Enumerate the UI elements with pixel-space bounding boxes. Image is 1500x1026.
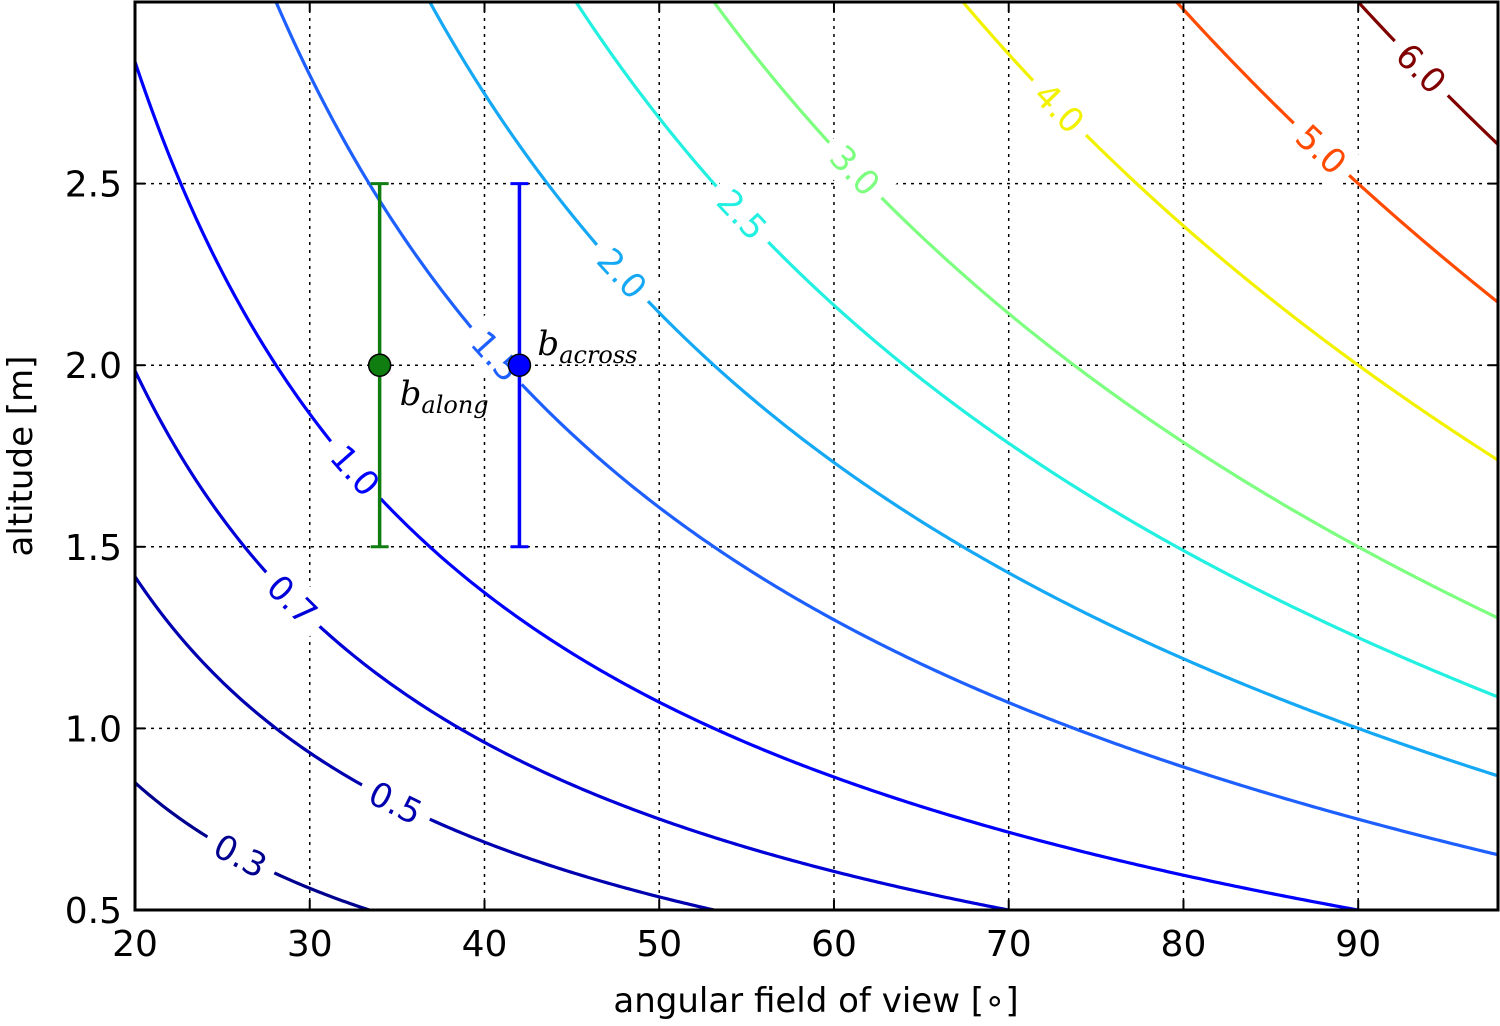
- contour-line-2.0: [427, 2, 1498, 778]
- x-tick-label: 80: [1161, 924, 1207, 965]
- contour-line-0.3: [135, 781, 375, 910]
- x-tick-label: 30: [287, 924, 333, 965]
- contour-labels: 0.30.50.71.01.52.02.53.04.05.06.0: [196, 25, 1464, 894]
- contour-line-5.0: [1174, 2, 1498, 304]
- x-tick-label: 50: [636, 924, 682, 965]
- contour-label-gap: [699, 171, 785, 258]
- x-tick-label: 40: [462, 924, 508, 965]
- contour-label-gap: [249, 557, 335, 643]
- x-tick-label: 60: [811, 924, 857, 965]
- contour-label-gap: [196, 818, 285, 894]
- contour-label-gap: [812, 127, 898, 214]
- point-label-main: b: [537, 324, 559, 364]
- y-axis-label: altitude [m]: [1, 356, 41, 557]
- contour-line-0.7: [135, 369, 1017, 910]
- axis-ticks: 20 30 40 50 60 70 80 90 0.5 1.0 1.5 2.0 2.5: [65, 2, 1498, 965]
- point-label-b_across: bacross: [537, 324, 637, 369]
- contour-label-gap: [1378, 25, 1464, 111]
- contour-label-gap: [1016, 65, 1102, 151]
- plot-frame: [133, 0, 1500, 912]
- contour-line-1.5: [274, 2, 1498, 857]
- contour-label-gap: [313, 427, 397, 514]
- contour-label-gap: [351, 766, 440, 840]
- contour-line-4.0: [960, 2, 1498, 462]
- contour-line-2.5: [574, 2, 1498, 699]
- y-tick-label: 2.5: [65, 165, 122, 206]
- y-tick-label: 1.0: [65, 709, 122, 750]
- y-tick-label: 0.5: [65, 891, 122, 932]
- x-tick-label: 70: [986, 924, 1032, 965]
- contour-label-gap: [454, 313, 538, 400]
- contour-label-gap: [1278, 107, 1365, 192]
- data-point-b_along: [367, 353, 392, 377]
- contour-label-gap: [580, 230, 664, 317]
- point-label-sub: across: [559, 341, 637, 369]
- contour-line-3.0: [711, 2, 1498, 620]
- point-label-main: b: [400, 374, 422, 414]
- x-tick-label: 20: [112, 924, 158, 965]
- grid-lines: [135, 2, 1498, 910]
- y-tick-label: 2.0: [65, 346, 122, 387]
- y-tick-label: 1.5: [65, 528, 122, 569]
- data-point-b_across: [507, 353, 532, 377]
- contour-lines: [135, 2, 1498, 910]
- point-label-b_along: balong: [400, 374, 489, 419]
- x-tick-label: 90: [1335, 924, 1381, 965]
- point-label-sub: along: [421, 391, 488, 419]
- x-axis-label: angular field of view [∘]: [613, 981, 1018, 1021]
